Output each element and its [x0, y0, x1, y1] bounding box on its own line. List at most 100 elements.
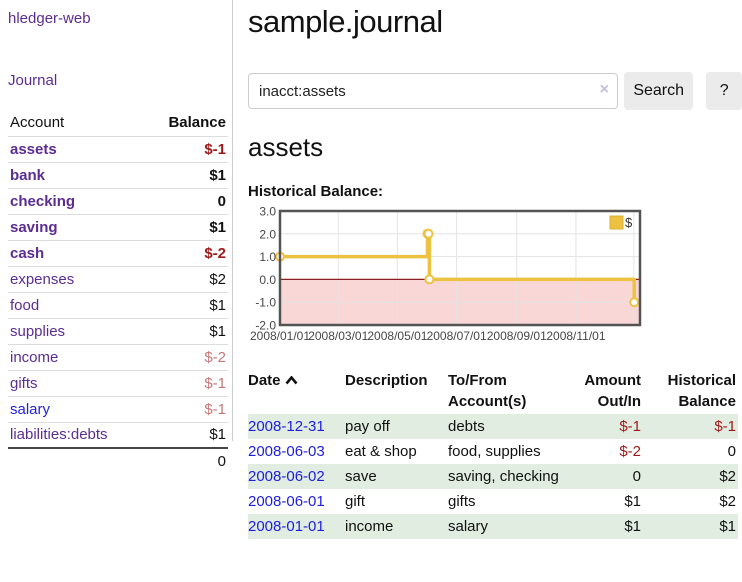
account-balance: $-1 [204, 400, 226, 418]
register-header-row: Date Description To/From Account(s) Amou… [248, 368, 738, 414]
account-balance: $1 [209, 296, 226, 314]
account-link-salary[interactable]: salary [10, 400, 51, 418]
account-row: salary $-1 [8, 396, 228, 422]
account-balance: $-1 [204, 374, 226, 392]
search-input[interactable] [248, 73, 618, 109]
svg-text:0.0: 0.0 [259, 273, 276, 287]
sort-asc-icon [285, 370, 298, 391]
transaction-description: pay off [345, 418, 390, 435]
transaction-description: income [345, 518, 394, 535]
transaction-amount: $1 [624, 493, 641, 510]
sidebar-item-journal[interactable]: Journal [8, 72, 58, 89]
account-balance: $1 [209, 322, 226, 340]
transaction-accounts: salary [448, 518, 489, 535]
transaction-balance: 0 [727, 443, 736, 460]
svg-text:2008/03/01: 2008/03/01 [308, 329, 368, 343]
accounts-header-account: Account [10, 114, 65, 132]
accounts-table: Account Balance assets $-1 bank $1 check… [8, 110, 228, 474]
search-button[interactable]: Search [624, 72, 694, 110]
account-row: income $-2 [8, 344, 228, 370]
svg-text:2008/05/01: 2008/05/01 [367, 329, 427, 343]
accounts-table-header: Account Balance [8, 110, 228, 136]
chart-canvas: $3.0 2.0 1.0 0.0 -1.0 -2.02008/01/012008/03/0… [250, 205, 642, 343]
account-link-cash[interactable]: cash [10, 244, 45, 262]
transaction-accounts: debts [448, 418, 485, 435]
transaction-accounts: saving, checking [448, 468, 559, 485]
transaction-balance: $1 [719, 518, 736, 535]
accounts-header-balance: Balance [168, 114, 226, 132]
transaction-amount: 0 [632, 468, 641, 485]
register-header-amount: Amount Out/In [584, 372, 641, 410]
account-balance: $1 [209, 426, 226, 444]
register-row: 2008-01-01 income salary $1 $1 [248, 514, 738, 539]
clear-search-icon[interactable]: × [599, 81, 609, 98]
transaction-amount: $-1 [619, 418, 641, 435]
transaction-amount: $1 [624, 518, 641, 535]
account-link-assets[interactable]: assets [10, 140, 57, 158]
account-row: liabilities:debts $1 [8, 422, 228, 448]
main-content: sample.journal × Search ? assets Histori… [248, 0, 742, 539]
app-title-link[interactable]: hledger-web [8, 10, 91, 27]
account-balance: $-2 [204, 348, 226, 366]
transaction-balance: $-1 [714, 418, 736, 435]
account-balance: $2 [209, 270, 226, 288]
account-row: gifts $-1 [8, 370, 228, 396]
account-link-liabilities-debts[interactable]: liabilities:debts [10, 426, 108, 444]
transaction-accounts: food, supplies [448, 443, 541, 460]
account-balance: 0 [217, 192, 226, 210]
transaction-date-link[interactable]: 2008-12-31 [248, 418, 325, 435]
account-row: supplies $1 [8, 318, 228, 344]
transaction-balance: $2 [719, 468, 736, 485]
account-row: expenses $2 [8, 266, 228, 292]
search-form: × Search ? [248, 72, 742, 110]
account-link-gifts[interactable]: gifts [10, 374, 38, 392]
transaction-accounts: gifts [448, 493, 476, 510]
register-row: 2008-06-02 save saving, checking 0 $2 [248, 464, 738, 489]
svg-text:2.0: 2.0 [259, 227, 276, 241]
account-link-checking[interactable]: checking [10, 192, 76, 210]
register-table: Date Description To/From Account(s) Amou… [248, 368, 738, 539]
svg-text:2008/01/01: 2008/01/01 [250, 329, 310, 343]
transaction-date-link[interactable]: 2008-01-01 [248, 518, 325, 535]
account-link-saving[interactable]: saving [10, 218, 58, 236]
account-row: saving $1 [8, 214, 228, 240]
page-title: sample.journal [248, 4, 443, 39]
transaction-date-link[interactable]: 2008-06-01 [248, 493, 325, 510]
svg-text:2008/11/01: 2008/11/01 [546, 329, 605, 343]
register-header-date[interactable]: Date [248, 372, 281, 389]
register-header-description: Description [345, 372, 428, 389]
register-header-accounts: To/From Account(s) [448, 372, 527, 410]
svg-text:2008/09/01: 2008/09/01 [487, 329, 547, 343]
account-balance: $1 [209, 218, 226, 236]
account-balance: $-2 [204, 244, 226, 262]
help-button[interactable]: ? [706, 72, 742, 110]
accounts-total-value: 0 [217, 453, 226, 470]
account-row: bank $1 [8, 162, 228, 188]
account-row: checking 0 [8, 188, 228, 214]
account-balance: $1 [209, 166, 226, 184]
accounts-total-row: 0 [8, 448, 228, 474]
transaction-balance: $2 [719, 493, 736, 510]
account-balance: $-1 [204, 140, 226, 158]
chart-title: Historical Balance: [248, 183, 384, 200]
svg-text:3.0: 3.0 [259, 207, 276, 219]
account-link-supplies[interactable]: supplies [10, 322, 66, 340]
register-row: 2008-06-03 eat & shop food, supplies $-2… [248, 439, 738, 464]
transaction-amount: $-2 [619, 443, 641, 460]
account-link-income[interactable]: income [10, 348, 59, 366]
register-row: 2008-12-31 pay off debts $-1 $-1 [248, 414, 738, 439]
historical-balance-chart: $3.0 2.0 1.0 0.0 -1.0 -2.0 2008/01/01 2008/03/0… [248, 205, 742, 354]
transaction-date-link[interactable]: 2008-06-02 [248, 468, 325, 485]
account-row: cash $-2 [8, 240, 228, 266]
transaction-date-link[interactable]: 2008-06-03 [248, 443, 325, 460]
account-row: food $1 [8, 292, 228, 318]
register-row: 2008-06-01 gift gifts $1 $2 [248, 489, 738, 514]
account-link-expenses[interactable]: expenses [10, 270, 75, 288]
account-link-bank[interactable]: bank [10, 166, 46, 184]
account-heading: assets [248, 132, 324, 162]
sidebar: hledger-web Journal Account Balance asse… [0, 0, 233, 470]
account-link-food[interactable]: food [10, 296, 40, 314]
svg-text:$: $ [625, 215, 633, 230]
register-header-balance: Historical Balance [667, 372, 736, 410]
svg-text:1.0: 1.0 [259, 250, 276, 264]
